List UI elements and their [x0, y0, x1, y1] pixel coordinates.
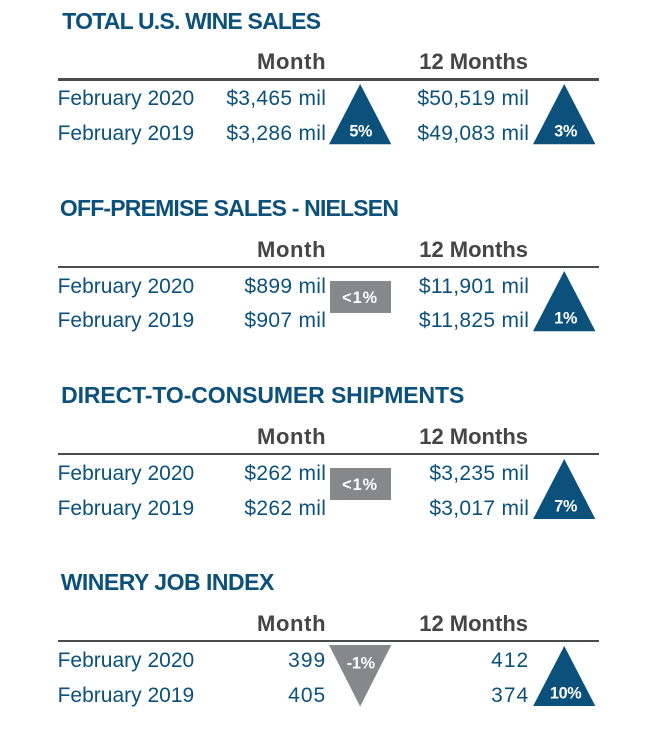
svg-text:-1%: -1% [347, 655, 375, 673]
svg-text:7%: 7% [554, 497, 577, 515]
svg-text:5%: 5% [350, 123, 373, 141]
svg-text:3%: 3% [554, 123, 577, 141]
svg-text:10%: 10% [550, 684, 582, 702]
svg-text:1%: 1% [554, 310, 577, 328]
